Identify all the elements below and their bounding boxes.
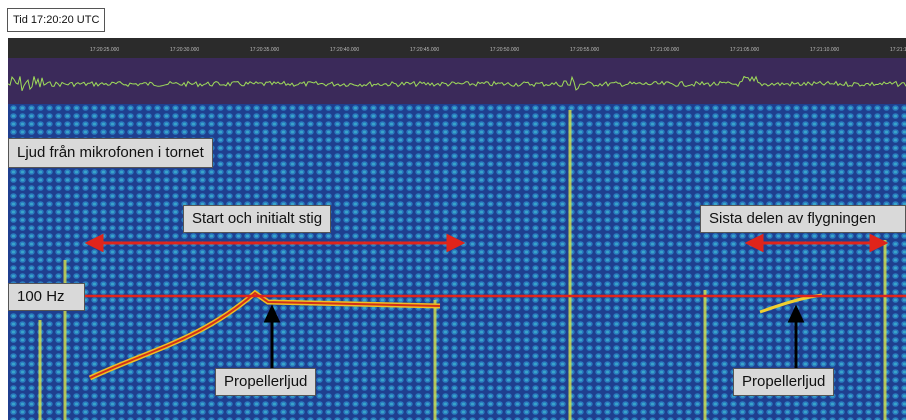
timeline-tick-label: 17:20:50.000 — [490, 47, 519, 53]
timeline-tick-label: 17:20:55.000 — [570, 47, 599, 53]
propeller-label: Propellerljud — [733, 368, 834, 396]
time-label: Tid 17:20:20 UTC — [7, 8, 105, 32]
timeline-tick-label: 17:20:40.000 — [330, 47, 359, 53]
propeller-label: Propellerljud — [215, 368, 316, 396]
timeline-tick-label: 17:21:05.000 — [730, 47, 759, 53]
timeline-tick-label: 17:20:30.000 — [170, 47, 199, 53]
screenshot: 17:20:25.000 17:20:30.000 17:20:35.000 17:2… — [0, 0, 906, 420]
timeline-tick-label: 17:20:35.000 — [250, 47, 279, 53]
timeline-bar — [8, 38, 906, 58]
source-label: Ljud från mikrofonen i tornet — [8, 138, 213, 168]
timeline-tick-label: 17:20:45.000 — [410, 47, 439, 53]
waveform-band — [8, 58, 906, 104]
start-label: Start och initialt stig — [183, 205, 331, 233]
timeline-tick-label: 17:21:10.000 — [810, 47, 839, 53]
end-label: Sista delen av flygningen — [700, 205, 906, 233]
timeline-tick-label: 17:21:15.000 — [890, 47, 906, 53]
timeline-tick-label: 17:20:25.000 — [90, 47, 119, 53]
frequency-label: 100 Hz — [8, 283, 85, 311]
timeline-tick-label: 17:21:00.000 — [650, 47, 679, 53]
